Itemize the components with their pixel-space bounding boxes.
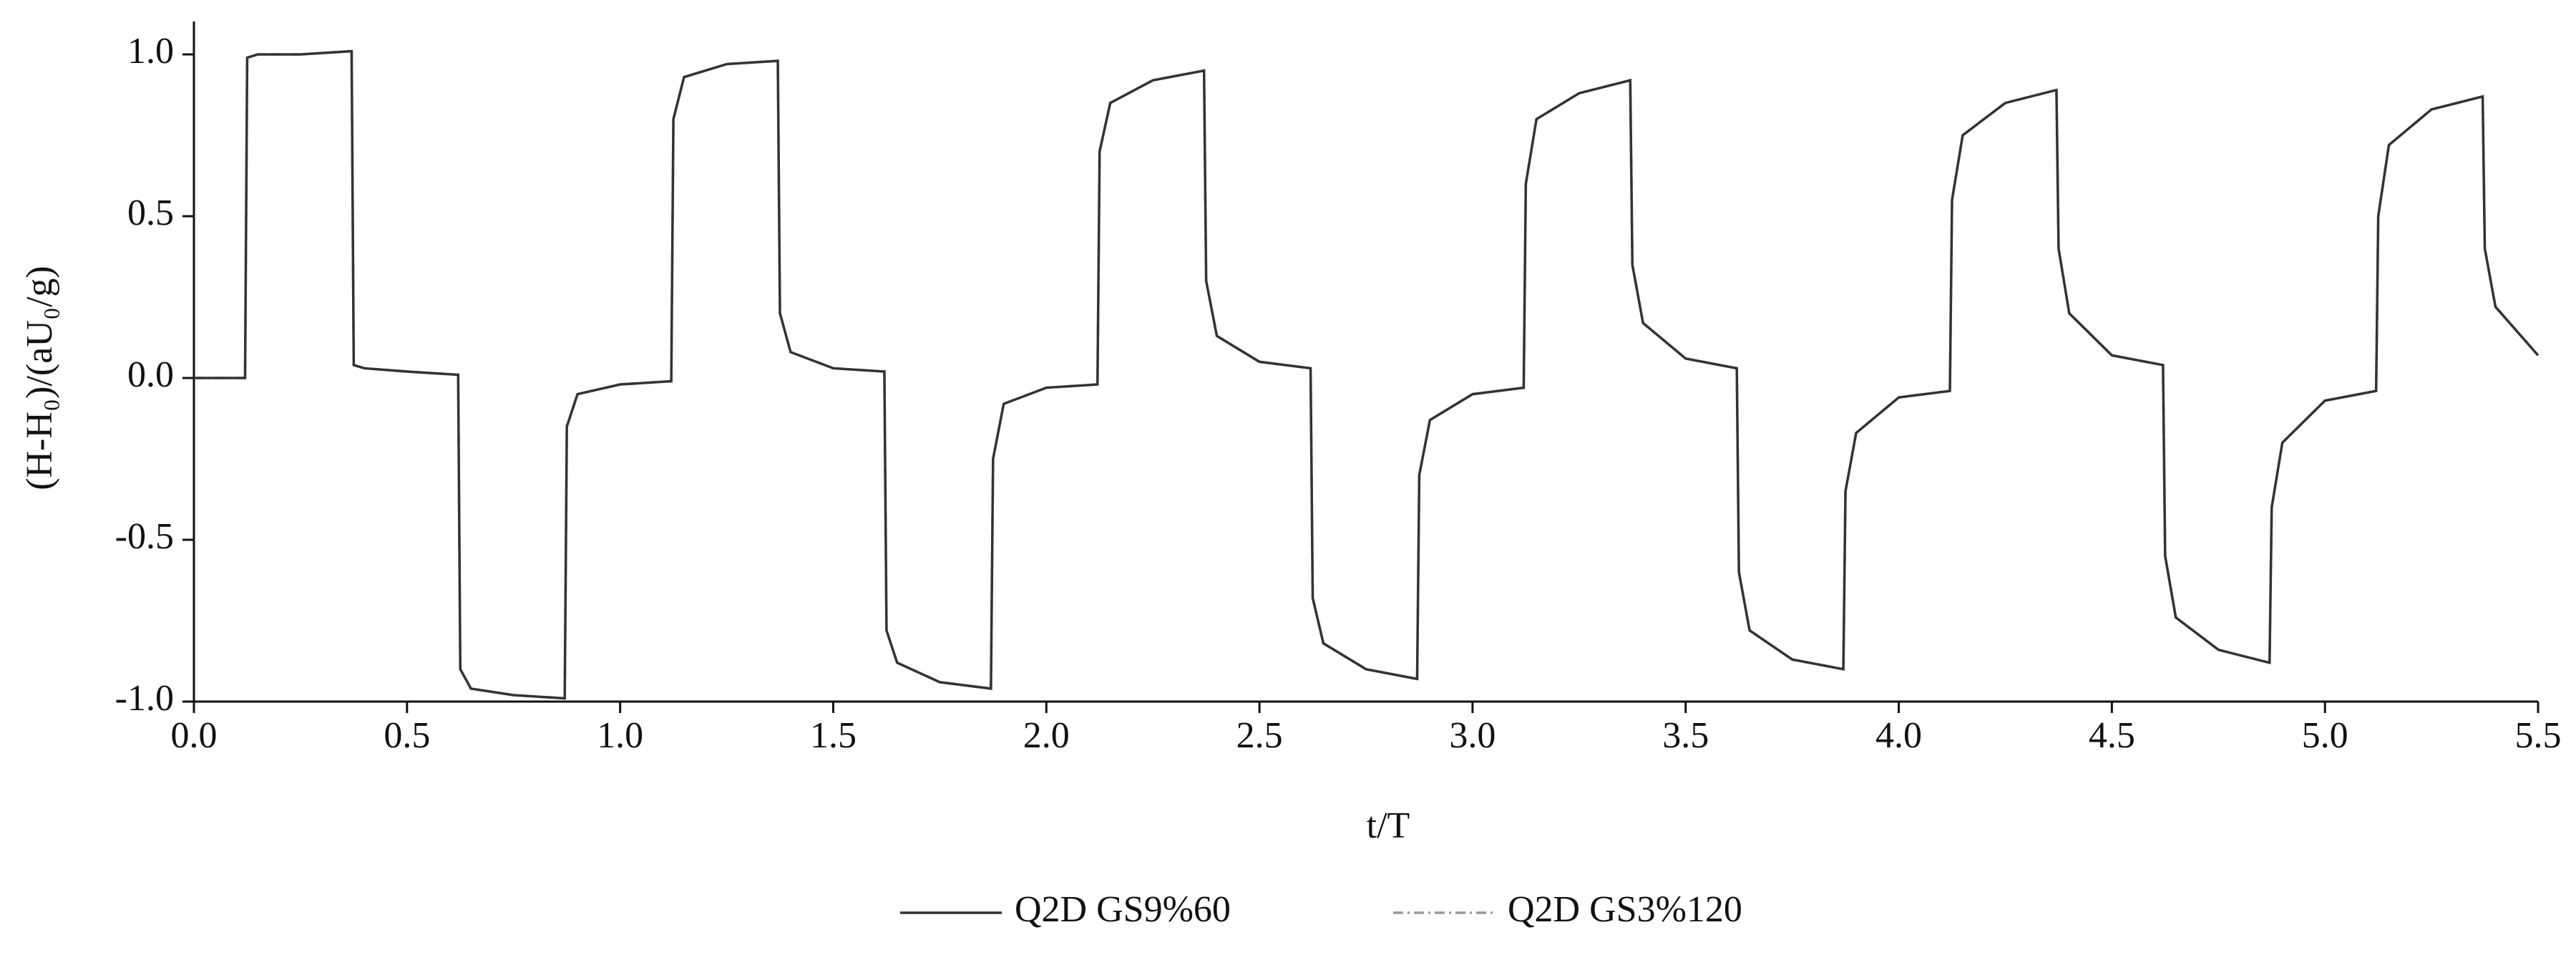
x-tick-label: 4.0 [1875, 715, 1922, 756]
y-tick-label: -0.5 [115, 516, 174, 557]
x-tick-label: 2.5 [1236, 715, 1283, 756]
x-tick-label: 0.0 [171, 715, 218, 756]
series-line [194, 49, 2540, 700]
y-tick-label: 1.0 [127, 31, 174, 72]
x-tick-label: 2.0 [1023, 715, 1070, 756]
x-tick-label: 5.5 [2515, 715, 2562, 756]
x-tick-label: 4.5 [2089, 715, 2135, 756]
x-tick-label: 3.5 [1662, 715, 1709, 756]
series-line [194, 49, 2540, 700]
y-tick-label: 0.5 [127, 193, 174, 233]
y-tick-label: -1.0 [115, 678, 174, 719]
y-tick-label: 0.0 [127, 354, 174, 395]
x-axis-label: t/T [1367, 805, 1410, 846]
legend-label: Q2D GS3%120 [1508, 889, 1742, 930]
x-tick-label: 5.0 [2302, 715, 2348, 756]
x-tick-label: 1.0 [597, 715, 643, 756]
x-tick-label: 3.0 [1449, 715, 1496, 756]
y-axis-label: (H-H₀)/(aU₀/g) [19, 266, 60, 490]
legend-label: Q2D GS9%60 [1015, 889, 1231, 930]
x-tick-label: 1.5 [810, 715, 857, 756]
x-tick-label: 0.5 [384, 715, 430, 756]
